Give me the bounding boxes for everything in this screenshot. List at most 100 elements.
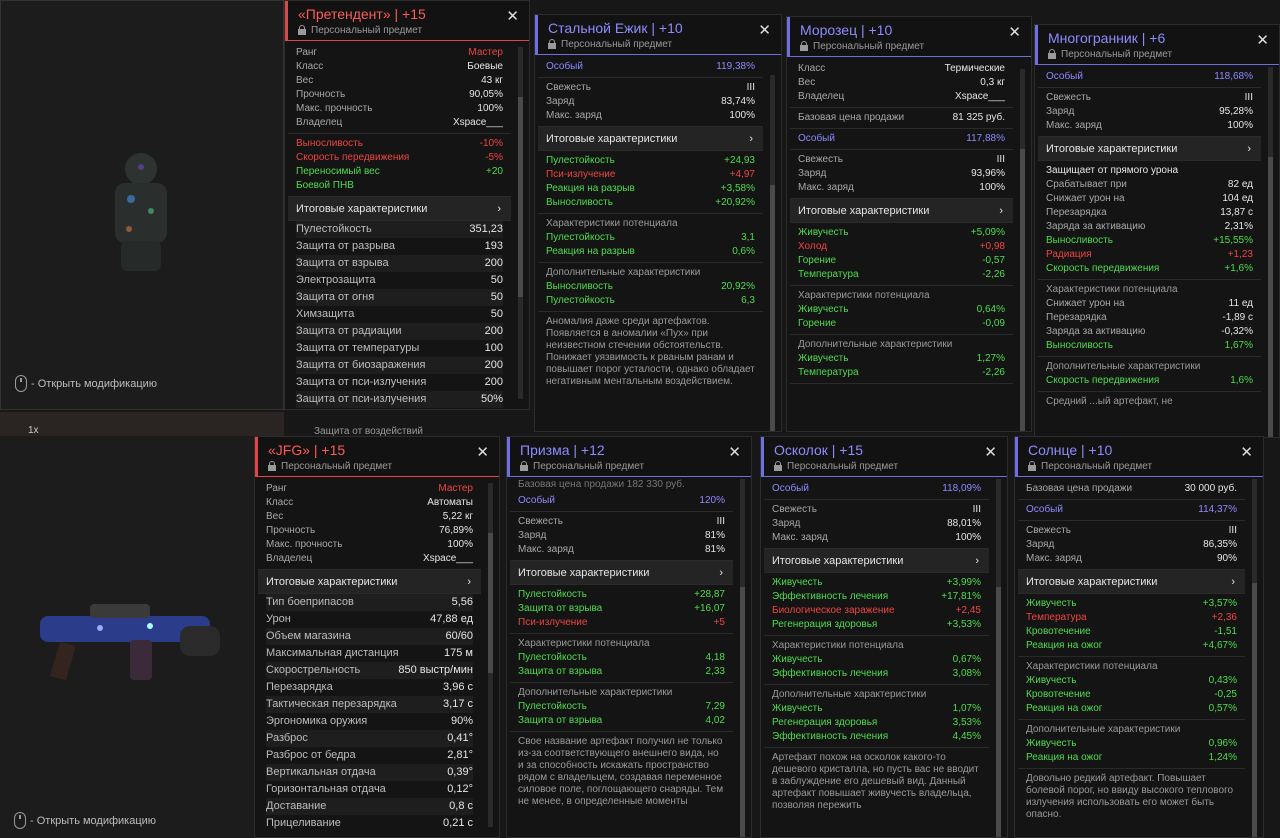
close-button[interactable]: ✕	[1240, 444, 1253, 461]
armor-image	[115, 153, 167, 271]
close-button[interactable]: ✕	[1256, 32, 1269, 49]
scrollbar[interactable]	[1268, 67, 1273, 437]
final-stats-toggle[interactable]: Итоговые характеристики ›	[1038, 137, 1261, 161]
stat-row: Срабатывает при 82 ед	[1046, 179, 1253, 190]
scrollbar[interactable]	[1252, 479, 1257, 837]
panel-header: Многогранник | +6 Персональный предмет ✕	[1035, 25, 1279, 65]
stat-row: Свежесть III	[798, 154, 1005, 165]
final-stats-toggle[interactable]: Итоговые характеристики ›	[510, 561, 733, 585]
stat-row: Кровотечение -1,51	[1026, 626, 1237, 637]
scrollbar-thumb[interactable]	[1268, 157, 1273, 437]
open-mod-hint-weapon[interactable]: - Открыть модификацию	[14, 812, 156, 829]
scrollbar[interactable]	[770, 75, 775, 431]
stat-row: Живучесть 0,67%	[772, 654, 981, 665]
scrollbar[interactable]	[518, 47, 523, 399]
panel-body: Ранг Мастер Класс Автоматы Вес 5,22 кг Прочнос…	[258, 479, 481, 837]
stat-row: Макс. прочность 100%	[296, 103, 503, 114]
stat-row: Пулестойкость 3,1	[546, 232, 755, 243]
close-button[interactable]: ✕	[1008, 24, 1021, 41]
panel-body: Базовая цена продажи 182 330 руб. Особый 1…	[510, 479, 733, 837]
scrollbar-thumb[interactable]	[1252, 583, 1257, 837]
scrollbar[interactable]	[740, 479, 745, 837]
stat-section: Пулестойкость +28,87 Защита от взрыва +16,0…	[510, 585, 733, 634]
stat-row: Живучесть 1,27%	[798, 353, 1005, 364]
lock-icon	[548, 39, 556, 49]
lock-icon	[800, 41, 808, 51]
item-description: Довольно редкий артефакт. Повышает болев…	[1026, 773, 1234, 820]
close-button[interactable]: ✕	[984, 444, 997, 461]
stat-row: Пси-излучение +5	[518, 617, 725, 628]
stat-section: Свежесть III Заряд 81% Макс. заряд 81%	[510, 512, 733, 561]
close-button[interactable]: ✕	[506, 8, 519, 25]
scrollbar-thumb[interactable]	[770, 185, 775, 431]
close-button[interactable]: ✕	[728, 444, 741, 461]
armor-preview: - Открыть модификацию	[0, 0, 284, 410]
panel-body: Особый 118,09% Свежесть III Заряд 88,01% Макс.…	[764, 479, 989, 837]
table-row: Тактическая перезарядка 3,17 с	[266, 696, 473, 713]
stat-row: Защищает от прямого урона	[1046, 165, 1179, 176]
final-stats-toggle[interactable]: Итоговые характеристики ›	[538, 127, 763, 151]
scrollbar[interactable]	[996, 479, 1001, 837]
lock-icon	[1048, 49, 1056, 59]
table-row: Тип боеприпасов 5,56	[266, 594, 473, 611]
final-stats-toggle[interactable]: Итоговые характеристики ›	[1018, 570, 1245, 594]
stat-row: Эффективность лечения 3,08%	[772, 668, 981, 679]
stat-section: Свежесть III Заряд 86,35% Макс. заряд 90%	[1018, 521, 1245, 570]
stat-section: Особый 118,09%	[764, 479, 989, 500]
item-tooltip-panel: «JFG» | +15 Персональный предмет ✕ Ранг М…	[254, 436, 500, 838]
chevron-right-icon: ›	[1231, 575, 1235, 588]
scrollbar-thumb[interactable]	[740, 587, 745, 837]
scrollbar-thumb[interactable]	[996, 587, 1001, 837]
personal-item-label: Персональный предмет	[298, 25, 521, 36]
table-row: Эргономика оружия 90%	[266, 715, 473, 727]
table-row: Перезарядка 3,96 с	[266, 681, 473, 693]
final-stats-toggle[interactable]: Итоговые характеристики ›	[764, 549, 989, 573]
scrollbar[interactable]	[488, 483, 493, 827]
scrollbar-thumb[interactable]	[1020, 149, 1025, 431]
close-button[interactable]: ✕	[476, 444, 489, 461]
table-row: Защита от температуры 100	[296, 342, 503, 354]
scrollbar-thumb[interactable]	[488, 533, 493, 673]
item-tooltip-panel: Стальной Ежик | +10 Персональный предмет…	[534, 14, 782, 432]
panel-body: Базовая цена продажи 30 000 руб. Особый 114…	[1018, 479, 1245, 837]
final-stats-toggle[interactable]: Итоговые характеристики ›	[288, 197, 511, 221]
open-mod-hint[interactable]: - Открыть модификацию	[15, 375, 157, 392]
stat-row: Пулестойкость 6,3	[546, 295, 755, 306]
chevron-right-icon: ›	[975, 554, 979, 567]
stat-row: Заряд 93,96%	[798, 168, 1005, 179]
panel-body: Особый 119,38% Свежесть III Заряд 83,74% Макс.…	[538, 57, 763, 431]
stat-row: Живучесть 0,96%	[1026, 738, 1237, 749]
stat-row: Живучесть 1,07%	[772, 703, 981, 714]
scrollbar[interactable]	[1020, 69, 1025, 431]
stat-section: Особый 120%	[510, 491, 733, 512]
table-row: Химзащита 50	[296, 308, 503, 320]
lock-icon	[298, 25, 306, 35]
personal-item-label: Персональный предмет	[800, 41, 1023, 52]
stat-section: Особый 119,38%	[538, 57, 763, 78]
chevron-right-icon: ›	[497, 202, 501, 215]
scrollbar-thumb[interactable]	[518, 97, 523, 297]
stat-section: Особый 114,37%	[1018, 500, 1245, 521]
close-button[interactable]: ✕	[758, 22, 771, 39]
stat-row: Пулестойкость +28,87	[518, 589, 725, 600]
mouse-icon	[15, 375, 27, 392]
weapon-preview: - Открыть модификацию	[0, 436, 258, 838]
stat-section: Дополнительные характеристики Скорость пе…	[1038, 357, 1261, 392]
panel-header: «JFG» | +15 Персональный предмет ✕	[255, 437, 499, 477]
stat-section: Свежесть III Заряд 95,28% Макс. заряд 100%	[1038, 88, 1261, 137]
lock-icon	[520, 461, 528, 471]
final-stats-toggle[interactable]: Итоговые характеристики ›	[790, 199, 1013, 223]
lock-icon	[774, 461, 782, 471]
lock-icon	[1028, 461, 1036, 471]
stat-row: Живучесть 0,43%	[1026, 675, 1237, 686]
stat-row: Выносливость -10%	[296, 138, 503, 149]
item-description: Средний ...ый артефакт, не	[1046, 396, 1173, 407]
stat-row: Пулестойкость 4,18	[518, 652, 725, 663]
stat-row: Макс. заряд 100%	[798, 182, 1005, 193]
stat-row: Ранг Мастер	[266, 483, 473, 494]
final-stats-toggle[interactable]: Итоговые характеристики ›	[258, 570, 481, 594]
stat-row: Защита от взрыва 2,33	[518, 666, 725, 677]
stat-row: Защита от взрыва 4,02	[518, 715, 725, 726]
panel-body: Ранг Мастер Класс Боевые Вес 43 кг Прочность 90…	[288, 43, 511, 409]
table-row: Максимальная дистанция 175 м	[266, 647, 473, 659]
